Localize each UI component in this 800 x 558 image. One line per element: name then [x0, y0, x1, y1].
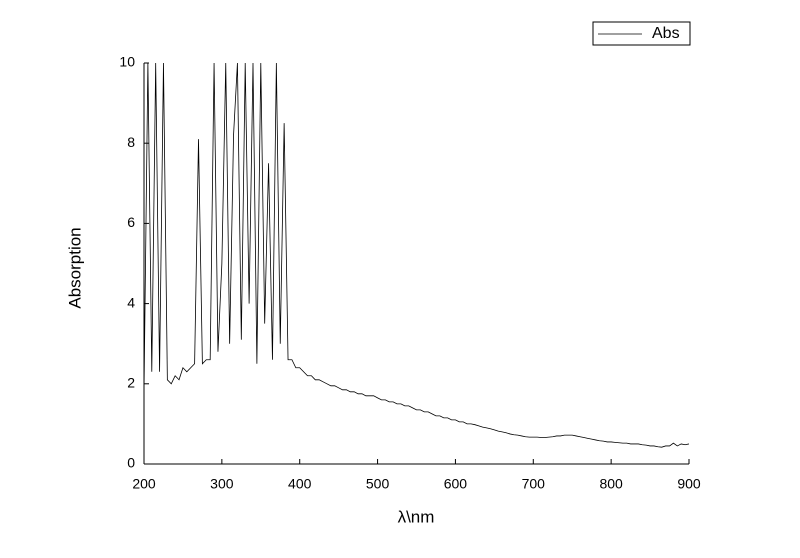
y-tick-label: 6: [127, 214, 135, 230]
y-tick-label: 4: [127, 294, 135, 310]
y-tick-label: 10: [119, 54, 135, 70]
y-tick-label: 2: [127, 375, 135, 391]
x-tick-label: 600: [444, 476, 468, 492]
legend-label: Abs: [652, 25, 680, 42]
y-tick-label: 0: [127, 455, 135, 471]
y-axis-label: Absorption: [65, 227, 84, 308]
x-tick-label: 500: [366, 476, 390, 492]
x-tick-label: 300: [210, 476, 234, 492]
legend: [592, 21, 691, 46]
x-tick-label: 800: [599, 476, 623, 492]
x-tick-label: 900: [677, 476, 701, 492]
x-axis-label: λ\nm: [398, 507, 435, 526]
data-line: [144, 63, 689, 448]
x-tick-label: 200: [132, 476, 156, 492]
x-tick-label: 400: [288, 476, 312, 492]
y-tick-label: 8: [127, 134, 135, 150]
x-tick-label: 700: [522, 476, 546, 492]
